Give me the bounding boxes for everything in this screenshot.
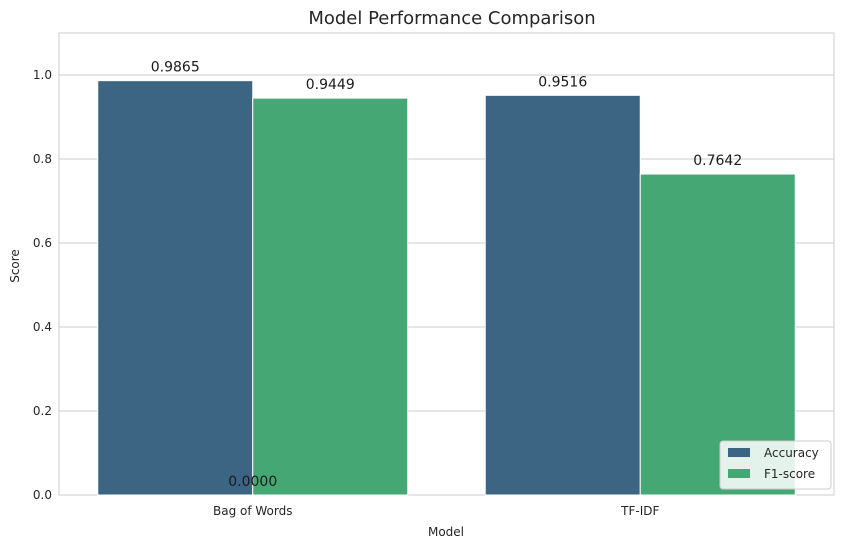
- bar-f1-score: [252, 97, 409, 496]
- y-tick-label: 0.0: [33, 488, 52, 502]
- y-tick-label: 1.0: [33, 68, 52, 82]
- bar-value-label: 0.9865: [151, 60, 200, 76]
- legend-entry: F1-score: [764, 467, 815, 481]
- y-tick-label: 0.8: [33, 152, 52, 166]
- legend-swatch-accuracy: [728, 448, 750, 457]
- x-axis-label: Model: [428, 525, 464, 539]
- y-axis-label: Score: [8, 249, 22, 283]
- plot-area: 0.0 0.2 0.4 0.6 0.8 1.0 0.9865 0.9449 Bag of Wor…: [33, 32, 835, 518]
- chart-title: Model Performance Comparison: [308, 8, 595, 29]
- legend-swatch-f1-score: [728, 469, 750, 478]
- y-tick-label: 0.2: [33, 404, 52, 418]
- x-tick-label: TF-IDF: [620, 504, 659, 518]
- y-tick-label: 0.4: [33, 320, 52, 334]
- legend-entry: Accuracy: [764, 446, 819, 460]
- bar-value-label: 0.9449: [306, 77, 355, 93]
- bar-accuracy: [484, 94, 641, 496]
- bar-value-label: 0.9516: [538, 74, 587, 90]
- bar-value-label: 0.7642: [693, 153, 742, 169]
- bar-accuracy: [97, 80, 254, 496]
- y-tick-label: 0.6: [33, 236, 52, 250]
- zero-annotation: 0.0000: [228, 474, 277, 490]
- plot-frame: [58, 32, 835, 496]
- x-tick-label: Bag of Words: [213, 504, 293, 518]
